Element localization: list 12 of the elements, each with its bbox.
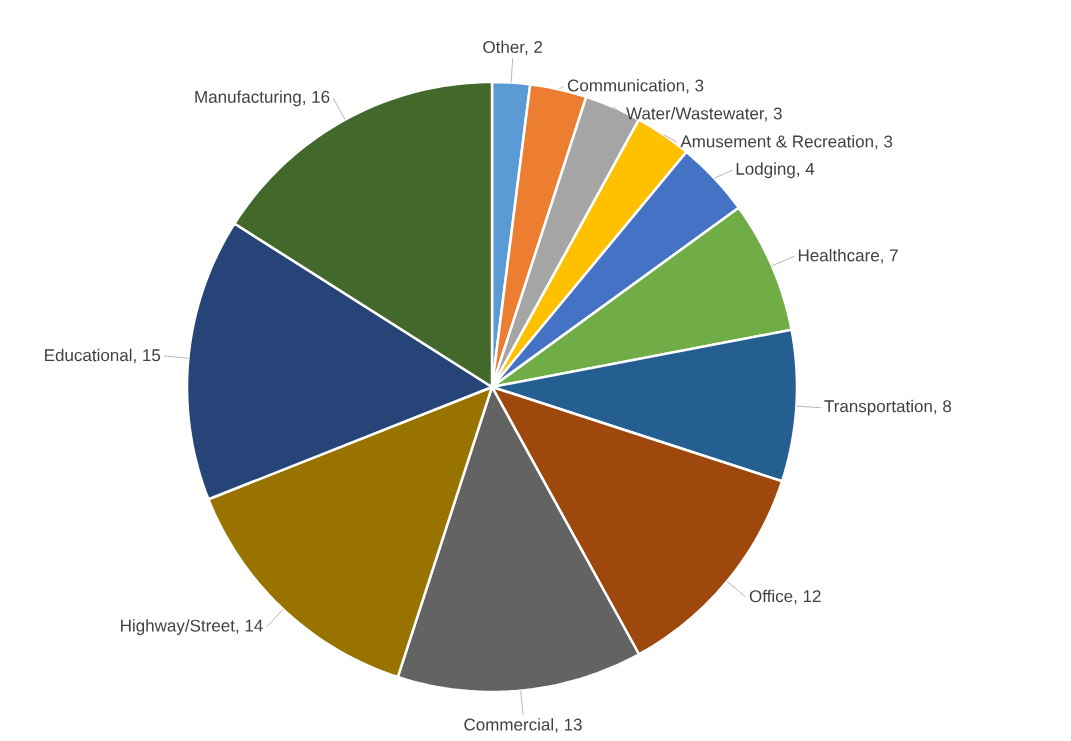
slice-label: Highway/Street, 14 xyxy=(121,619,263,636)
slice-label: Communication, 3 xyxy=(567,79,704,94)
slice-label: Amusement & Recreation, 3 xyxy=(680,135,893,150)
slice-label: Manufacturing, 16 xyxy=(195,90,330,107)
slice-label: Lodging, 4 xyxy=(736,162,815,179)
slice-label: Other, 2 xyxy=(483,40,543,56)
slice-label: Commercial, 13 xyxy=(464,718,582,733)
slice-label: Transportation, 8 xyxy=(824,399,952,416)
slice-label: Educational, 15 xyxy=(45,348,161,364)
slice-label: Healthcare, 7 xyxy=(798,248,898,264)
slice-label: Office, 12 xyxy=(749,589,821,605)
slice-label: Water/Wastewater, 3 xyxy=(626,107,782,122)
